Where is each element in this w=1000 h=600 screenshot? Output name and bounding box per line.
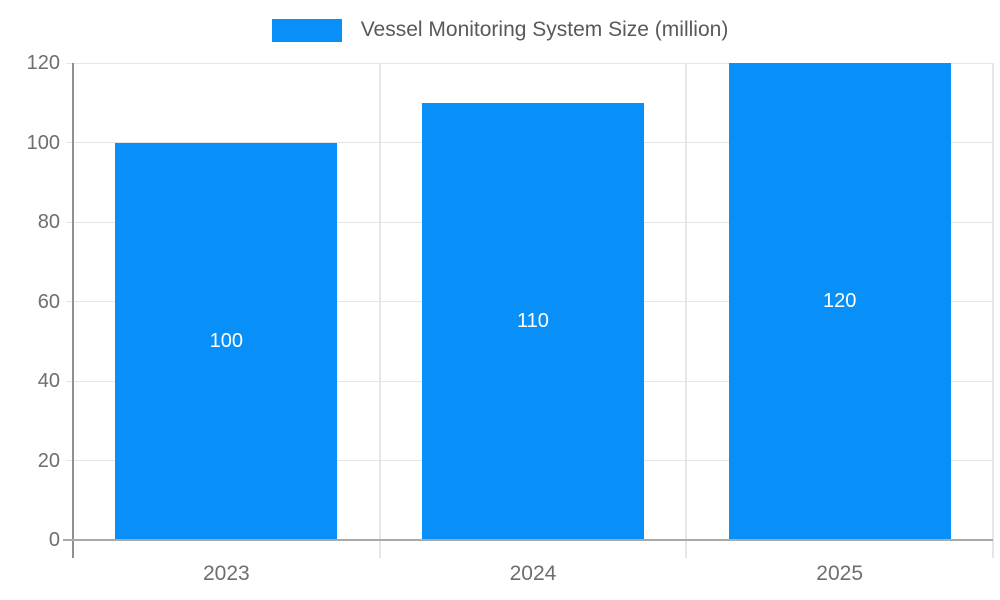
legend-label: Vessel Monitoring System Size (million) <box>360 18 729 41</box>
category-separator <box>685 63 688 558</box>
y-axis-tick-label: 60 <box>37 290 60 313</box>
bar: 110 <box>422 102 644 540</box>
x-axis-tick-label: 2024 <box>509 562 557 585</box>
legend: Vessel Monitoring System Size (million) <box>0 18 1000 42</box>
x-axis-tick-label: 2023 <box>202 562 250 585</box>
y-axis-tick-label: 80 <box>37 211 60 233</box>
category-separator <box>992 63 994 558</box>
bar-data-label: 110 <box>517 309 549 332</box>
y-axis-tick-label: 20 <box>37 449 60 472</box>
gridline <box>66 62 993 64</box>
y-axis-tick-label: 120 <box>26 52 60 74</box>
bar-data-label: 120 <box>822 290 857 312</box>
bar-data-label: 100 <box>209 329 244 352</box>
x-axis-line <box>63 539 993 541</box>
y-axis-tick-label: 100 <box>26 131 60 154</box>
legend-swatch <box>271 18 342 42</box>
bar: 100 <box>115 142 338 540</box>
bar: 120 <box>728 63 951 540</box>
category-separator <box>378 63 381 558</box>
y-axis-tick-label: 0 <box>48 529 60 551</box>
x-axis-tick-label: 2025 <box>816 562 864 585</box>
y-axis-line <box>72 63 74 558</box>
y-axis-tick-label: 40 <box>37 370 60 392</box>
